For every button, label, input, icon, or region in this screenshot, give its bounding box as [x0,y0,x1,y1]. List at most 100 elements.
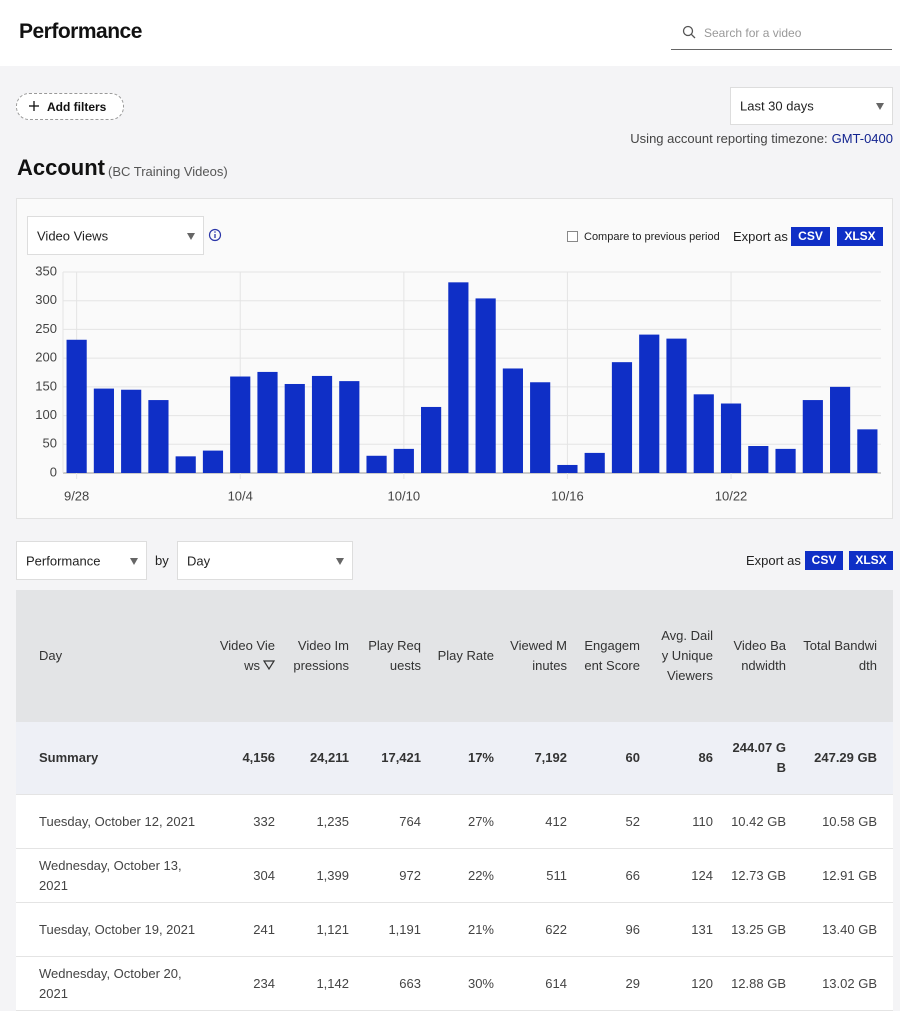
column-header[interactable]: Engagement Score [583,590,656,722]
column-header[interactable]: Play Rate [437,590,510,722]
table-cell: 27% [437,794,510,849]
summary-cell: Summary [16,722,218,795]
bar [639,334,660,473]
table-cell: 124 [656,848,729,903]
column-header[interactable]: Day [16,590,218,722]
search-box[interactable]: Search for a video [671,18,892,50]
table-export-csv-button[interactable]: CSV [805,551,843,570]
sort-icon [262,660,276,671]
table-cell: 764 [365,794,437,849]
column-header-label: Play Rate [437,648,494,663]
data-table: Day Video Views Video Impressions Play Requ… [16,590,893,1011]
bar [830,386,851,473]
timezone-link[interactable]: GMT-0400 [831,131,893,146]
bar [93,388,114,473]
column-header[interactable]: Avg. Daily Unique Viewers [656,590,729,722]
bar [666,338,687,473]
bar [530,382,551,473]
column-header[interactable]: Video Bandwidth [729,590,802,722]
account-subtitle: (BC Training Videos) [108,164,228,179]
bar [857,429,878,473]
column-header[interactable]: Total Bandwidth [802,590,893,722]
group-label: Performance [26,553,101,568]
dimension-select[interactable]: Day [177,541,353,580]
table-cell: 12.91 GB [802,848,893,903]
bar [557,464,578,473]
column-header-label: Video Views [219,638,275,673]
table-cell: 241 [218,902,291,957]
bar [611,362,633,473]
summary-cell: 247.29 GB [802,722,893,795]
date-range-select[interactable]: Last 30 days [730,87,893,125]
metric-select[interactable]: Video Views [27,216,204,255]
column-header-label: Engagement Score [584,638,640,673]
table-row: Tuesday, October 12, 2021 332 1,235 764 27% 4… [16,794,893,849]
table-cell: 22% [437,848,510,903]
table-cell: 1,235 [291,794,365,849]
bar [693,394,714,473]
table-cell: Tuesday, October 12, 2021 [16,794,218,849]
table-cell: Wednesday, October 13, 2021 [16,848,218,903]
x-tick-label: 9/28 [64,488,89,503]
plus-icon [29,101,39,111]
table-cell: 13.25 GB [729,902,802,957]
summary-row: Summary 4,156 24,211 17,421 17% 7,192 60 86 244.… [16,722,893,795]
table-cell: 622 [510,902,583,957]
compare-checkbox[interactable] [567,231,578,242]
y-tick-label: 0 [50,464,57,479]
export-xlsx-button[interactable]: XLSX [837,227,883,246]
table-row: Tuesday, October 19, 2021 241 1,121 1,191 21… [16,902,893,957]
top-bar: Performance Search for a video [0,0,900,66]
y-tick-label: 300 [35,292,57,307]
bar [175,456,196,473]
info-icon[interactable] [208,228,222,242]
search-icon [682,25,696,39]
column-header[interactable]: Play Requests [365,590,437,722]
table-cell: 972 [365,848,437,903]
bar [66,339,87,473]
bar [748,446,769,473]
bar [121,389,142,473]
summary-cell: 7,192 [510,722,583,795]
table-cell: 13.40 GB [802,902,893,957]
group-select[interactable]: Performance [16,541,147,580]
column-header-label: Video Bandwidth [733,638,786,673]
y-tick-label: 350 [35,263,57,278]
column-header-label: Viewed Minutes [510,638,567,673]
table-cell: 511 [510,848,583,903]
table-cell: 96 [583,902,656,957]
summary-cell: 60 [583,722,656,795]
table-cell: 110 [656,794,729,849]
bar [393,448,414,473]
bar [339,381,360,473]
bar [366,455,387,473]
bar [202,450,224,473]
x-tick-label: 10/16 [551,488,584,503]
table-cell: 131 [656,902,729,957]
table-export-xlsx-button[interactable]: XLSX [849,551,893,570]
table-cell: 1,191 [365,902,437,957]
column-header[interactable]: Video Impressions [291,590,365,722]
dimension-label: Day [187,553,211,568]
y-tick-label: 100 [35,407,57,422]
table-cell: 12.73 GB [729,848,802,903]
table-cell: 10.58 GB [802,794,893,849]
export-csv-button[interactable]: CSV [791,227,830,246]
summary-cell: 244.07 GB [729,722,802,795]
bar [475,298,496,473]
table-cell: 1,121 [291,902,365,957]
column-header-label: Play Requests [368,638,421,673]
column-header-label: Avg. Daily Unique Viewers [661,628,713,683]
bar [502,368,523,473]
y-tick-label: 150 [35,378,57,393]
bar [284,383,305,473]
column-header[interactable]: Viewed Minutes [510,590,583,722]
column-header[interactable]: Video Views [218,590,291,722]
summary-cell: 17,421 [365,722,437,795]
chart-panel: Video Views Compare to previous period E… [16,198,893,519]
y-tick-label: 250 [35,321,57,336]
add-filters-button[interactable]: Add filters [16,93,124,120]
column-header-label: Video Impressions [293,638,349,673]
y-tick-label: 200 [35,350,57,365]
